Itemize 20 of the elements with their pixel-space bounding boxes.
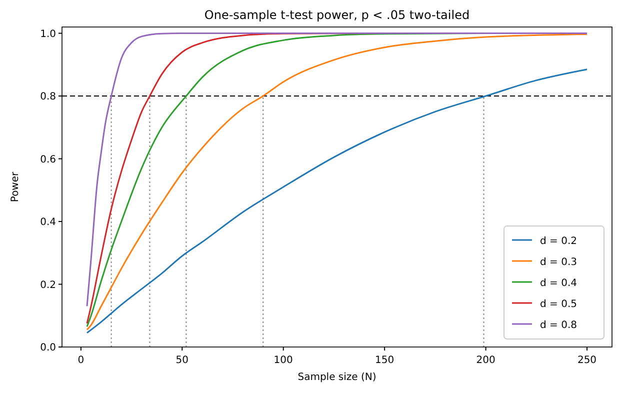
- x-axis-title: Sample size (N): [298, 372, 376, 383]
- x-tick-label: 100: [274, 355, 293, 366]
- y-tick-label: 0.2: [40, 280, 56, 291]
- legend-label: d = 0.3: [540, 257, 577, 268]
- x-tick-label: 150: [375, 355, 394, 366]
- y-tick-label: 1.0: [40, 28, 56, 40]
- chart-title: One-sample t-test power, p < .05 two-tailed: [204, 8, 470, 22]
- x-tick-label: 50: [176, 355, 189, 366]
- y-tick-label: 0.0: [40, 342, 56, 354]
- y-tick-label: 0.6: [40, 154, 56, 166]
- legend-label: d = 0.8: [540, 320, 577, 331]
- y-axis-title: Power: [10, 170, 21, 202]
- x-tick-label: 200: [476, 355, 496, 366]
- x-tick-label: 250: [577, 355, 597, 366]
- y-tick-label: 0.8: [40, 92, 56, 103]
- y-tick-label: 0.4: [40, 217, 56, 228]
- legend-label: d = 0.5: [540, 299, 577, 310]
- legend-label: d = 0.4: [540, 278, 577, 289]
- legend-label: d = 0.2: [540, 236, 577, 247]
- x-tick-label: 0: [78, 355, 84, 366]
